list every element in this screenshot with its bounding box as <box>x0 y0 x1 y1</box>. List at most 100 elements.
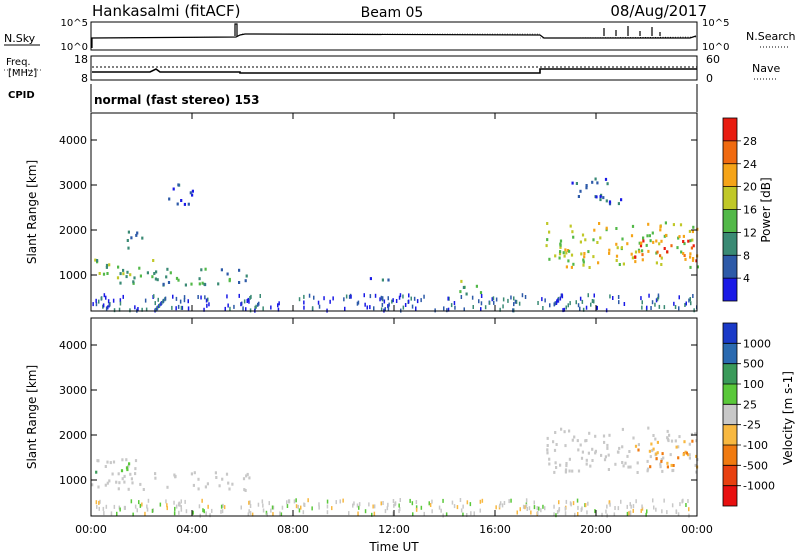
scatter-cell <box>621 461 624 464</box>
scatter-cell <box>661 452 664 456</box>
scatter-cell <box>407 299 410 304</box>
scatter-cell <box>167 281 171 284</box>
scatter-cell <box>179 502 181 507</box>
scatter-cell <box>641 249 644 253</box>
scatter-cell <box>588 266 591 269</box>
scatter-cell <box>318 502 320 507</box>
scatter-cell <box>668 433 671 437</box>
scatter-cell <box>246 472 249 476</box>
scatter-cell <box>549 303 551 308</box>
scatter-cell <box>684 303 686 307</box>
nave-label: Nave <box>752 62 780 75</box>
scatter-cell <box>98 299 100 304</box>
scatter-cell <box>548 457 551 461</box>
scatter-cell <box>690 301 692 306</box>
scatter-cell <box>587 250 590 254</box>
scatter-cell <box>303 305 305 310</box>
scatter-cell <box>197 295 199 299</box>
scatter-cell <box>387 304 389 309</box>
colorbar-tick-label: 100 <box>743 378 764 391</box>
scatter-cell <box>201 281 204 285</box>
scatter-cell <box>409 498 411 503</box>
scatter-cell <box>608 200 612 204</box>
scatter-cell <box>138 266 141 270</box>
scatter-cell <box>615 242 618 246</box>
scatter-cell <box>690 246 693 250</box>
scatter-cell <box>245 474 248 478</box>
scatter-cell <box>640 241 643 245</box>
scatter-cell <box>608 251 611 255</box>
scatter-cell <box>450 303 453 308</box>
scatter-cell <box>462 504 464 509</box>
scatter-cell <box>246 299 248 303</box>
scatter-cell <box>508 499 510 504</box>
scatter-cell <box>214 471 217 475</box>
scatter-cell <box>119 507 121 512</box>
scatter-cell <box>629 502 631 507</box>
scatter-cell <box>655 239 658 243</box>
scatter-cell <box>271 505 274 510</box>
scatter-cell <box>560 427 563 431</box>
scatter-cell <box>121 458 124 462</box>
scatter-cell <box>548 230 551 234</box>
scatter-cell <box>597 261 600 265</box>
scatter-cell <box>364 509 367 514</box>
scatter-cell <box>415 500 418 504</box>
scatter-cell <box>638 241 641 245</box>
scatter-cell <box>646 234 649 238</box>
scatter-cell <box>98 500 100 505</box>
colorbar-tick-label: 25 <box>743 398 757 411</box>
scatter-cell <box>102 303 105 308</box>
scatter-cell <box>502 304 504 309</box>
scatter-cell <box>136 231 139 235</box>
scatter-cell <box>661 509 663 514</box>
scatter-cell <box>572 501 575 506</box>
scatter-cell <box>627 465 630 469</box>
scatter-cell <box>183 298 186 303</box>
scatter-cell <box>608 500 611 505</box>
scatter-cell <box>585 305 588 310</box>
scatter-cell <box>431 509 433 514</box>
scatter-cell <box>392 298 394 303</box>
scatter-cell <box>536 506 538 511</box>
colorbar-swatch <box>723 118 737 141</box>
scatter-cell <box>139 503 142 508</box>
scatter-cell <box>677 512 680 517</box>
scatter-cell <box>281 505 284 510</box>
scatter-cell <box>652 240 655 244</box>
scatter-cell <box>475 284 478 288</box>
scatter-cell <box>141 307 143 312</box>
scatter-cell <box>117 472 120 476</box>
scatter-cell <box>659 462 662 466</box>
scatter-cell <box>533 500 535 505</box>
scatter-cell <box>185 509 188 514</box>
scatter-cell <box>257 502 260 507</box>
scatter-cell <box>345 294 348 299</box>
scatter-cell <box>98 272 101 275</box>
scatter-cell <box>318 304 321 309</box>
velocity-ylabel: Slant Range [km] <box>25 365 39 469</box>
scatter-cell <box>548 257 551 261</box>
scatter-cell <box>138 500 140 505</box>
scatter-cell <box>636 461 639 465</box>
scatter-cell <box>579 296 582 301</box>
scatter-cell <box>655 298 658 303</box>
scatter-cell <box>674 439 677 443</box>
scatter-cell <box>95 500 98 505</box>
scatter-cell <box>118 505 121 510</box>
scatter-cell <box>381 296 383 301</box>
scatter-cell <box>278 301 280 306</box>
scatter-cell <box>323 296 325 301</box>
scatter-cell <box>339 499 341 504</box>
freq-panel: Freq. [MHz] 18 8 60 0 Nave <box>4 53 780 85</box>
scatter-cell <box>134 467 137 471</box>
scatter-cell <box>198 282 201 286</box>
scatter-cell <box>317 300 320 305</box>
scatter-cell <box>525 503 528 508</box>
scatter-cell <box>695 259 698 263</box>
scatter-cell <box>270 508 272 513</box>
scatter-cell <box>646 459 649 463</box>
scatter-cell <box>649 465 652 469</box>
scatter-cell <box>184 283 187 287</box>
scatter-cell <box>589 464 592 468</box>
